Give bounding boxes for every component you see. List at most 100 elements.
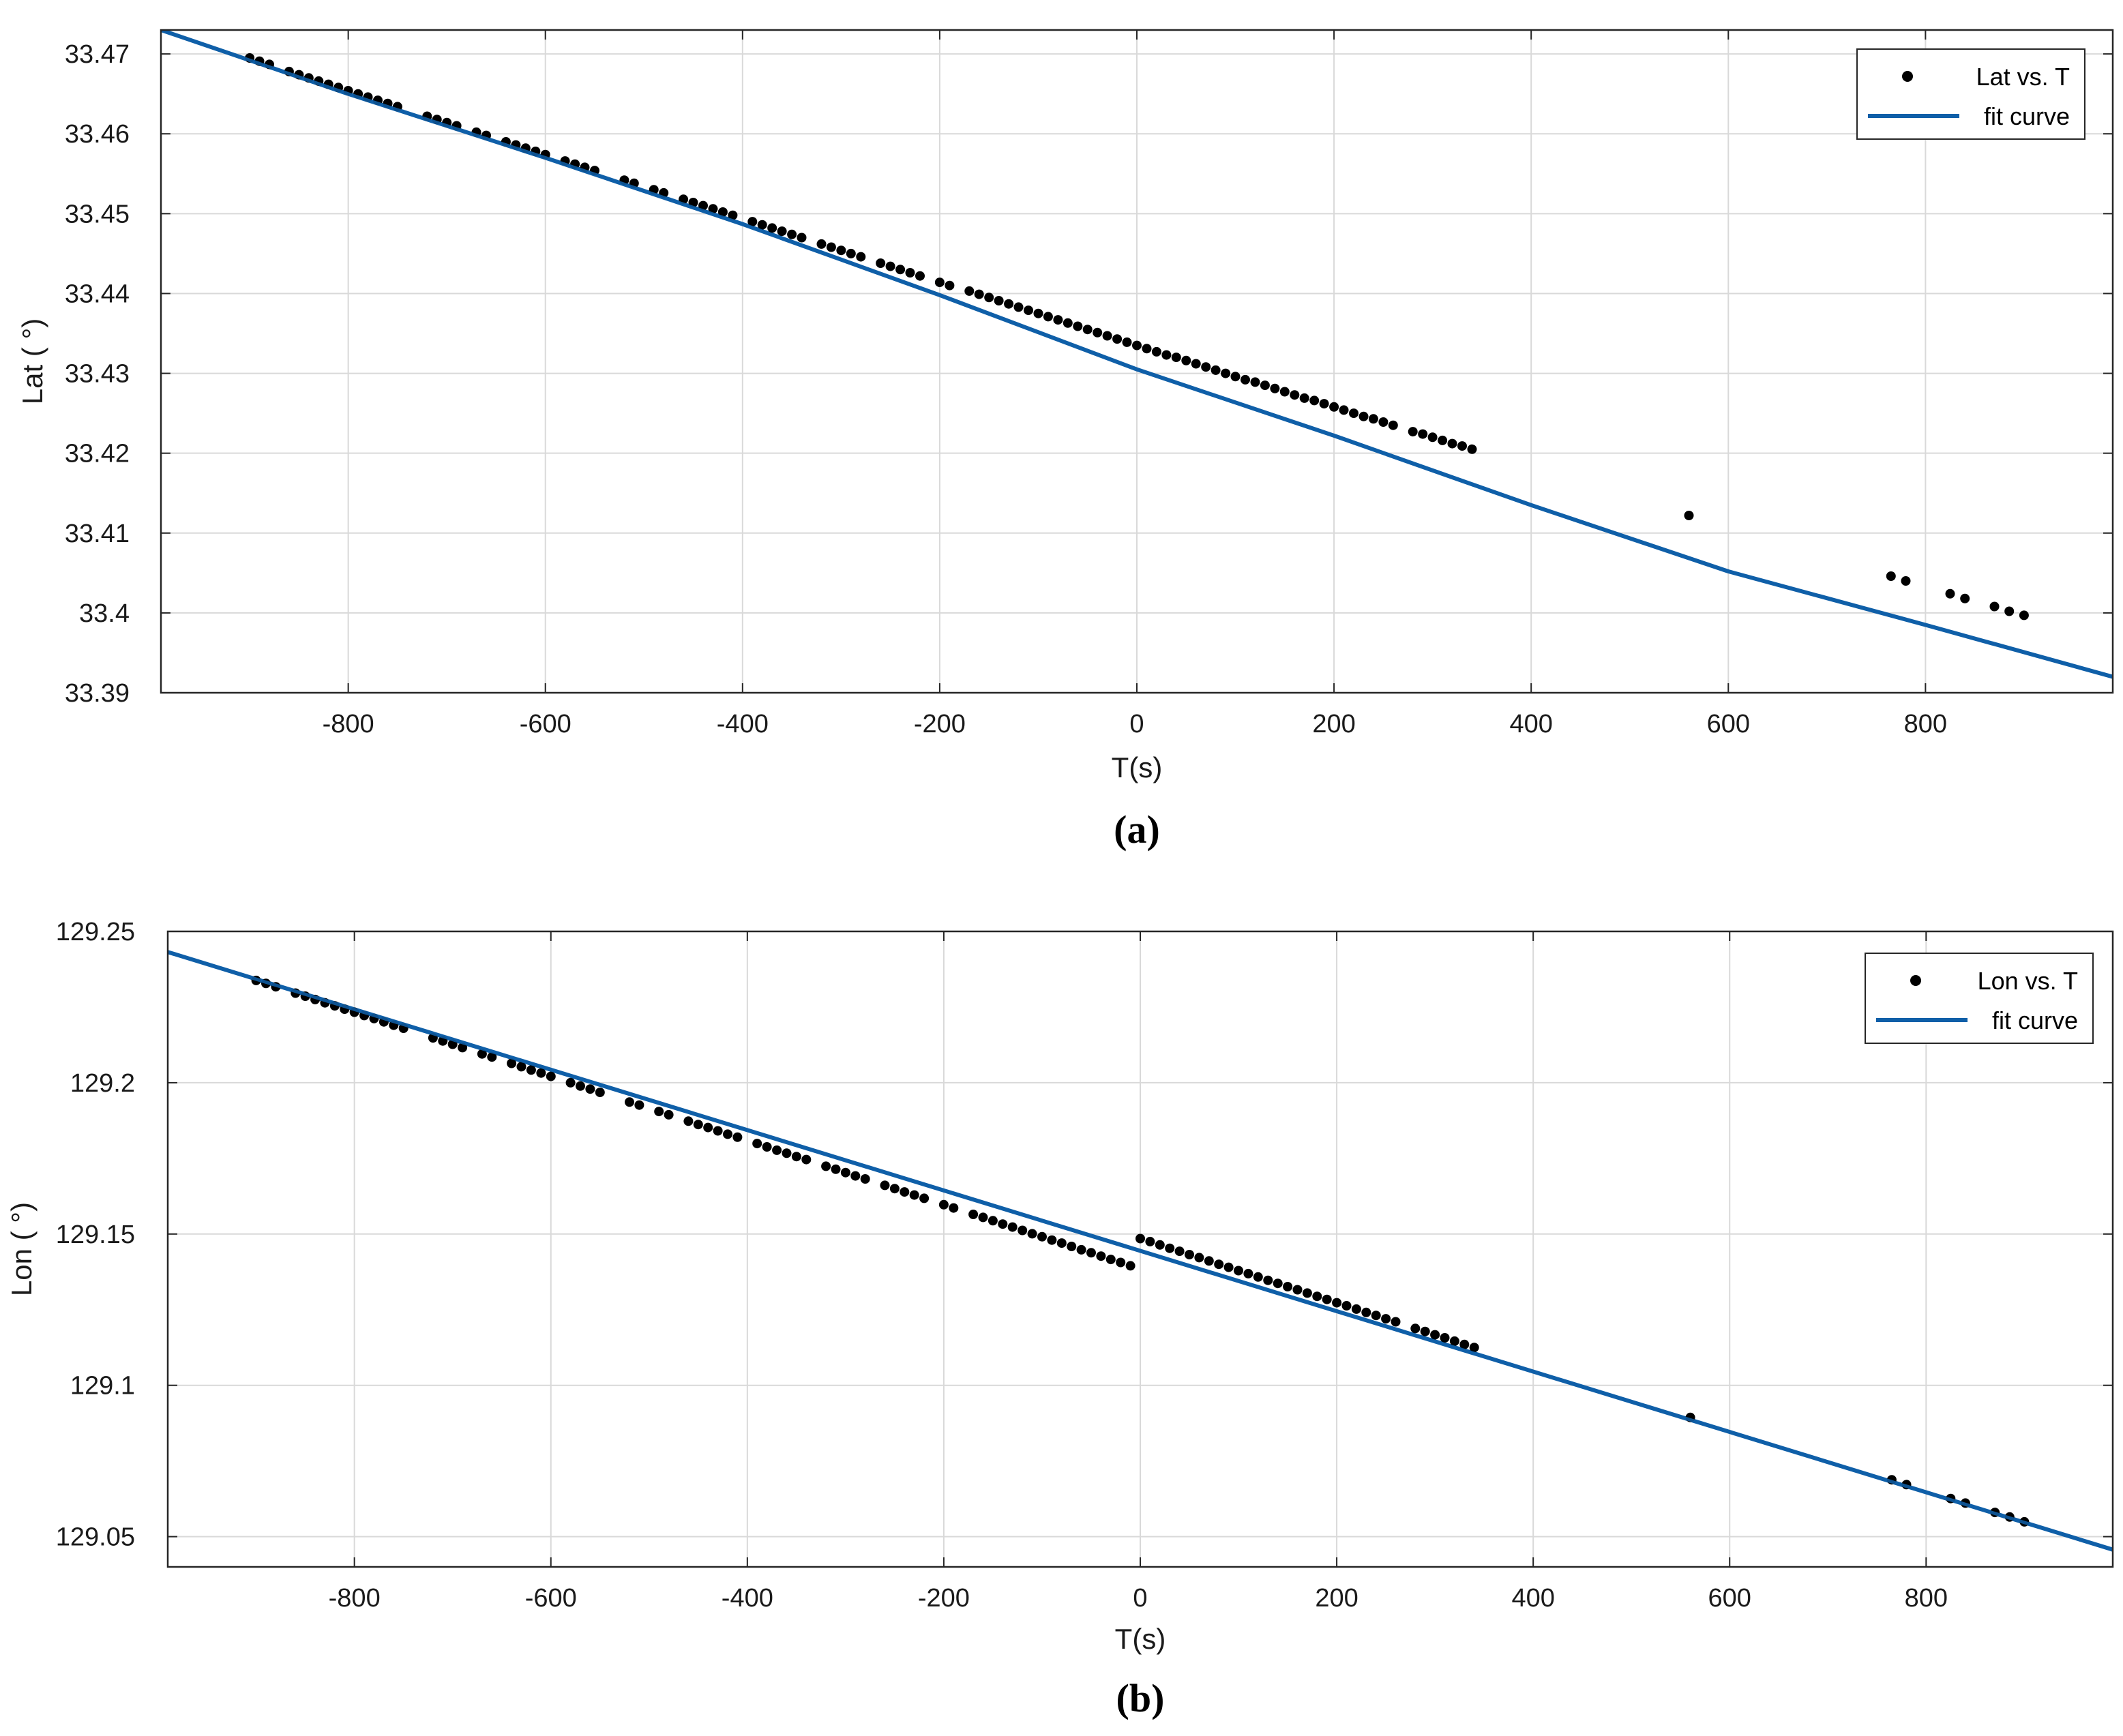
data-point [664,1109,674,1120]
data-point [964,286,975,296]
data-point [831,1164,841,1174]
data-point [1440,1333,1450,1343]
y-tick-label: 33.4 [79,599,130,628]
data-point [974,289,984,299]
data-point [876,258,886,268]
data-point [1142,344,1152,354]
x-tick-label: 0 [1133,1584,1147,1613]
data-point [1279,387,1290,397]
data-point [1299,393,1309,403]
x-tick-label: 200 [1315,1584,1358,1613]
x-tick-label: 800 [1905,1584,1948,1613]
data-point [1201,362,1211,372]
data-point [949,1203,959,1213]
data-point [791,1152,801,1162]
data-point [994,296,1004,305]
data-point [1181,355,1191,365]
data-point [850,1171,861,1181]
data-point [777,226,787,237]
data-point [1378,417,1389,427]
data-point [1165,1243,1175,1253]
data-point [1151,346,1161,357]
data-point [698,200,708,211]
data-point [723,1129,732,1139]
data-point [728,210,738,220]
data-point [1292,1285,1303,1295]
data-point [1901,576,1911,586]
data-point [826,242,836,252]
data-point [1086,1248,1096,1258]
data-point [767,223,777,233]
legend-marker [1902,71,1913,82]
data-point [526,1065,536,1075]
data-point [938,1199,949,1210]
data-point [713,1126,723,1136]
data-point [772,1145,782,1155]
x-tick-label: 0 [1129,710,1144,738]
data-point [516,1062,526,1072]
data-point [1204,1256,1214,1266]
data-point [1194,1253,1204,1263]
fit-curve-overlay [168,950,2113,1552]
data-point [683,1116,694,1126]
data-point [477,1049,487,1059]
data-point [1043,312,1053,322]
legend: Lat vs. T fit curve [1856,48,2085,140]
legend-label-line: fit curve [1984,102,2070,130]
data-point [889,1184,900,1194]
data-point [1102,331,1112,341]
data-point [1427,432,1438,443]
data-point [1684,511,1694,520]
data-point [797,233,807,243]
x-tick-label: -800 [323,710,374,738]
data-point [1886,571,1896,581]
data-point [998,1219,1008,1229]
legend-box [1856,48,2085,140]
x-tick-label: -400 [722,1584,773,1613]
data-point [1250,377,1260,387]
data-point [1112,334,1123,344]
data-point [1082,325,1093,335]
data-point [1447,438,1457,449]
data-point [1185,1250,1194,1259]
data-point [1221,368,1231,378]
data-point [1063,318,1073,328]
data-point [1263,1275,1273,1285]
y-tick-label: 33.47 [65,40,130,69]
data-point [1420,1326,1430,1336]
data-point [1410,1323,1421,1334]
data-point [693,1120,703,1130]
data-point [2004,606,2015,616]
legend-label-points: Lat vs. T [1976,63,2070,91]
legend: Lon vs. T fit curve [1865,953,2094,1044]
data-point [1351,1304,1361,1314]
data-point [1391,1317,1401,1327]
data-point [1449,1336,1459,1346]
legend-label-points: Lon vs. T [1978,967,2078,995]
data-point [487,1052,497,1062]
data-point [1037,1231,1047,1242]
data-point [1053,315,1063,325]
data-point [846,248,856,258]
data-point [1116,1257,1126,1268]
legend-marker [1910,975,1921,986]
data-point [1309,395,1320,406]
data-point [1260,380,1270,391]
data-point [1371,1311,1381,1321]
data-point [1388,420,1398,430]
data-point [507,1058,517,1068]
data-point [1290,390,1300,400]
y-tick-label: 129.05 [56,1523,135,1552]
data-point [1230,372,1241,382]
y-tick-label: 33.42 [65,440,130,468]
data-point [1312,1291,1322,1302]
data-point [1132,340,1142,350]
data-point [840,1167,850,1178]
data-point [909,1190,919,1200]
x-tick-label: -400 [717,710,769,738]
data-point [1467,444,1477,454]
x-tick-label: 600 [1708,1584,1751,1613]
x-tick-label: 800 [1904,710,1947,738]
plot-area [168,950,2113,1552]
chart-panel-b: -800 -600 -400 -200 0 200 400 600 800 129.05 129.1… [5,918,2114,1720]
